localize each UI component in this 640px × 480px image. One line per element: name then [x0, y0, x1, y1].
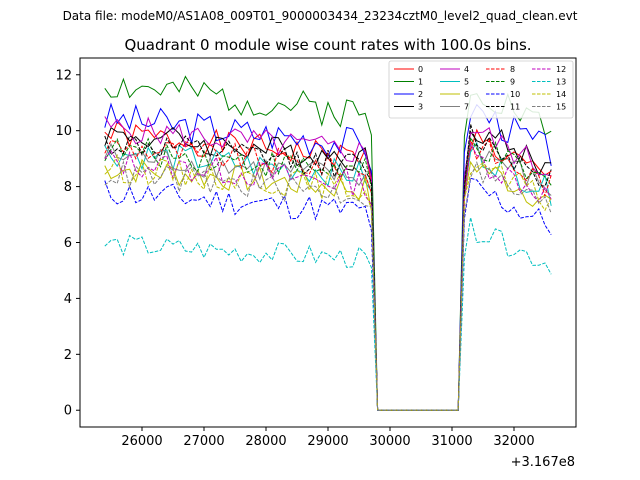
- x-offset-label: +3.167e8: [511, 455, 575, 470]
- legend-label-2: 2: [418, 90, 423, 99]
- series-line-15: [104, 160, 552, 411]
- series-line-12: [104, 141, 552, 411]
- legend-label-14: 14: [556, 90, 566, 99]
- y-tick-label: 12: [55, 68, 72, 83]
- legend-label-4: 4: [464, 65, 469, 74]
- x-axis: 26000 27000 28000 29000 30000 31000 32000: [121, 427, 535, 449]
- legend-label-9: 9: [510, 78, 515, 87]
- series-line-5: [104, 141, 552, 411]
- series-line-4: [104, 116, 552, 411]
- x-tick-label: 29000: [307, 434, 348, 449]
- legend-label-1: 1: [418, 78, 423, 87]
- legend-label-8: 8: [510, 65, 515, 74]
- legend-label-15: 15: [556, 103, 566, 112]
- legend-label-6: 6: [464, 90, 469, 99]
- x-tick-label: 32000: [493, 434, 534, 449]
- x-tick-label: 31000: [431, 434, 472, 449]
- plot-frame: [79, 57, 577, 428]
- y-tick-label: 10: [55, 124, 72, 139]
- series-line-14: [104, 153, 552, 411]
- x-tick-label: 30000: [369, 434, 410, 449]
- series-line-10: [104, 177, 552, 411]
- y-axis: 0 2 4 6 8 10 12: [55, 68, 80, 419]
- legend-label-3: 3: [418, 103, 423, 112]
- legend-label-11: 11: [510, 103, 520, 112]
- legend-label-10: 10: [510, 90, 520, 99]
- series-line-11: [104, 124, 552, 411]
- x-tick-label: 27000: [183, 434, 224, 449]
- figure-suptitle: Data file: modeM0/AS1A08_009T01_90000034…: [63, 9, 578, 23]
- y-tick-label: 0: [64, 404, 72, 419]
- legend-label-5: 5: [464, 78, 469, 87]
- legend-label-12: 12: [556, 65, 566, 74]
- series-layer: [104, 75, 552, 411]
- y-tick-label: 6: [64, 236, 72, 251]
- y-tick-label: 4: [64, 292, 72, 307]
- series-line-6: [104, 158, 552, 411]
- x-tick-label: 28000: [245, 434, 286, 449]
- series-line-13: [104, 217, 552, 411]
- series-line-3: [104, 126, 552, 411]
- y-tick-label: 2: [64, 348, 72, 363]
- series-line-8: [104, 139, 552, 411]
- legend-frame: [388, 60, 574, 119]
- y-tick-label: 8: [64, 180, 72, 195]
- legend-label-13: 13: [556, 78, 566, 87]
- legend-label-0: 0: [418, 65, 423, 74]
- x-tick-label: 26000: [121, 434, 162, 449]
- chart-title: Quadrant 0 module wise count rates with …: [124, 36, 531, 54]
- legend-label-7: 7: [464, 103, 469, 112]
